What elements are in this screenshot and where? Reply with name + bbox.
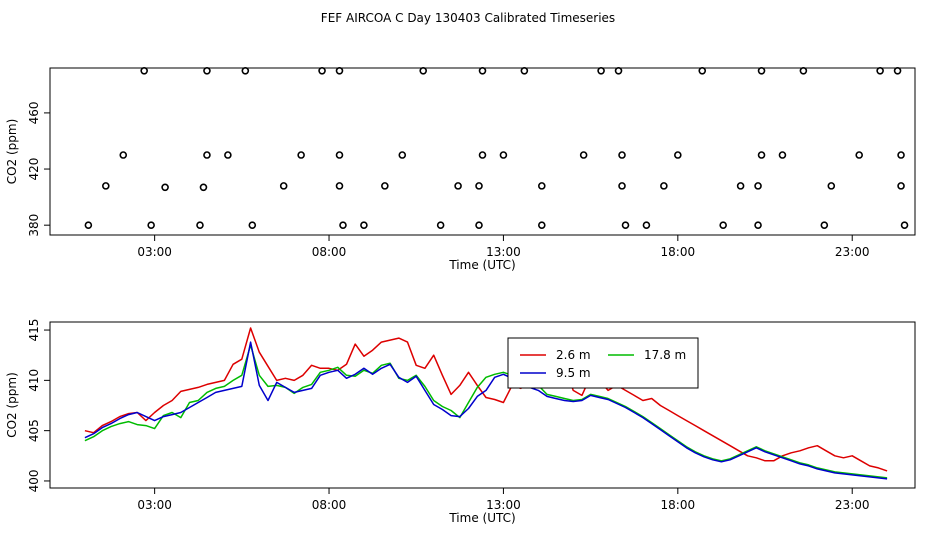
data-point (161, 183, 169, 192)
data-point (736, 182, 745, 190)
data-point (897, 182, 905, 190)
data-point (799, 67, 808, 75)
x-axis-label: Time (UTC) (448, 258, 515, 272)
data-point (436, 221, 445, 229)
data-point (618, 182, 626, 190)
x-tick-label: 03:00 (137, 245, 172, 259)
data-point (224, 151, 232, 159)
x-axis-label: Time (UTC) (448, 511, 515, 525)
legend-label: 9.5 m (556, 366, 591, 380)
data-point (297, 151, 305, 159)
x-tick-label: 03:00 (137, 498, 172, 512)
data-point (339, 221, 347, 229)
data-point (318, 67, 326, 75)
data-point (499, 151, 508, 159)
panel-top: 03:00 08:00 13:00 18:00 23:00 Time (UTC) 380 42… (5, 67, 916, 272)
data-point (660, 182, 668, 190)
data-point (248, 221, 257, 229)
y-tick-label: 460 (27, 101, 41, 124)
data-point (102, 182, 110, 190)
data-point (614, 67, 623, 75)
data-point (520, 67, 529, 75)
data-point (147, 221, 155, 229)
data-point (757, 151, 766, 159)
data-point (241, 67, 250, 75)
data-point (778, 151, 787, 159)
data-point (335, 182, 344, 190)
y-axis-label: CO2 (ppm) (5, 372, 19, 438)
data-point (279, 182, 288, 190)
chart-title: FEF AIRCOA C Day 130403 Calibrated Times… (321, 11, 615, 25)
data-point (597, 67, 605, 75)
x-tick-label: 13:00 (486, 498, 521, 512)
y-tick-label: 410 (27, 369, 41, 392)
x-tick-label: 08:00 (312, 498, 347, 512)
data-point (876, 67, 884, 75)
data-point (140, 67, 148, 75)
y-tick-label: 400 (27, 470, 41, 493)
data-point (579, 151, 588, 159)
data-point (119, 151, 128, 159)
x-tick-label: 23:00 (835, 245, 870, 259)
data-point (537, 221, 546, 229)
data-point (84, 221, 93, 229)
y-tick-label: 405 (27, 419, 41, 442)
series-line-1 (84, 344, 888, 479)
data-point (827, 182, 836, 190)
legend-box (507, 337, 699, 389)
data-point (199, 183, 208, 192)
data-point (360, 221, 368, 229)
x-tick-label: 18:00 (661, 245, 696, 259)
series-line-0 (84, 327, 888, 472)
data-point (454, 182, 462, 190)
data-point (757, 67, 766, 75)
data-point (698, 67, 707, 75)
y-tick-label: 380 (27, 214, 41, 237)
data-point (475, 182, 483, 190)
data-point (537, 182, 546, 190)
data-point (621, 221, 630, 229)
data-point (203, 67, 211, 75)
data-point (897, 151, 905, 159)
data-point (754, 221, 762, 229)
data-point (618, 151, 626, 159)
x-tick-label: 18:00 (661, 498, 696, 512)
series-line-2 (84, 341, 888, 480)
data-point (478, 67, 487, 75)
data-point (335, 67, 344, 75)
data-point (642, 221, 651, 229)
data-point (820, 221, 829, 229)
legend-label: 2.6 m (556, 348, 591, 362)
data-point (900, 221, 909, 229)
data-point (478, 151, 487, 159)
x-tick-label: 23:00 (835, 498, 870, 512)
data-point (398, 151, 407, 159)
data-point (475, 221, 483, 229)
data-point (719, 221, 727, 229)
data-point (893, 67, 902, 75)
data-point (674, 151, 682, 159)
legend-label: 17.8 m (644, 348, 686, 362)
data-point (381, 182, 389, 190)
y-axis-label: CO2 (ppm) (5, 119, 19, 185)
x-tick-label: 13:00 (486, 245, 521, 259)
panel-bottom: 03:00 08:00 13:00 18:00 23:00 Time (UTC) 400 40… (5, 319, 916, 525)
data-point (196, 221, 204, 229)
x-tick-label: 08:00 (312, 245, 347, 259)
data-point (754, 182, 762, 190)
data-point (335, 151, 344, 159)
y-tick-label: 415 (27, 319, 41, 342)
y-tick-label: 420 (27, 158, 41, 181)
data-point (419, 67, 428, 75)
data-point (203, 151, 211, 159)
plot-frame (49, 321, 916, 489)
data-point (855, 151, 863, 159)
